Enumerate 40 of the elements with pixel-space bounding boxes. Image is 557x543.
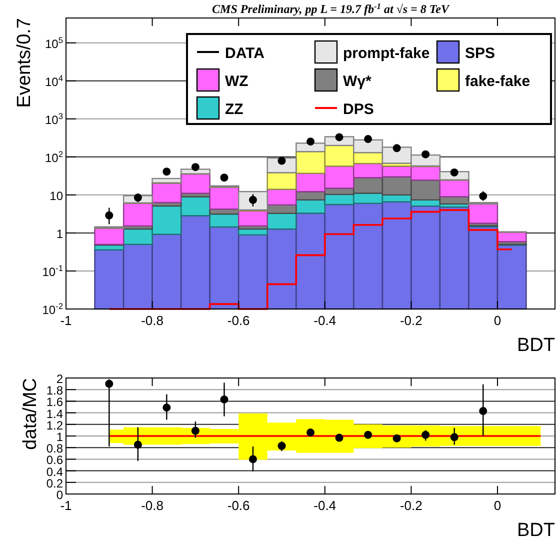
x-axis-title: BDT: [517, 335, 556, 356]
y-tick-label: 1.8: [46, 384, 64, 398]
y-tick-label: 1: [56, 226, 64, 241]
y-tick-label: 10$^{4}$: [44, 72, 64, 89]
x-tick-label: 0: [494, 313, 502, 328]
y-tick-label: 1.4: [46, 406, 64, 421]
legend-label: SPS: [465, 45, 496, 62]
x-tick-label: -0.4: [314, 313, 336, 328]
y-tick-label: 10$^{5}$: [44, 34, 64, 51]
y-tick-label: 10$^{-1}$: [42, 262, 64, 279]
x-tick-label: -0.8: [141, 498, 164, 513]
y-tick-label: 0.6: [46, 453, 64, 468]
chart-title: CMS Preliminary, pp L = 19.7 fb$^{-1}$ at √s = 8 TeV: [212, 2, 450, 16]
y-tick-label: 10$^{2}$: [44, 148, 64, 165]
x-tick-label: 0: [494, 498, 502, 513]
y-tick-label: 2: [56, 372, 64, 386]
y-tick-label: 0.2: [46, 476, 64, 490]
y-axis-title: Events/0.7: [14, 18, 35, 108]
legend-label: DPS: [343, 101, 374, 118]
y-tick-label: 0.4: [46, 464, 64, 479]
x-tick-label: -0.6: [227, 313, 250, 328]
y-tick-label: 1.2: [46, 418, 64, 432]
legend-label: prompt-fake: [343, 45, 430, 62]
x-tick-label: -0.8: [141, 313, 164, 328]
y-tick-label: 1.6: [46, 395, 64, 410]
legend-label: ZZ: [225, 101, 244, 118]
legend-label: Wγ*: [343, 73, 372, 90]
y-tick-label: 10$^{3}$: [44, 110, 64, 127]
y-tick-label: 1: [56, 430, 64, 444]
x-axis-title: BDT: [517, 520, 556, 541]
x-tick-label: -0.4: [314, 498, 336, 513]
y-tick-label: 0.8: [46, 442, 64, 456]
x-tick-label: -0.6: [227, 498, 250, 513]
legend-label: fake-fake: [465, 73, 530, 90]
x-tick-label: -0.2: [400, 313, 422, 328]
y-tick-label: 10: [50, 188, 64, 203]
y-axis-title: data/MC: [20, 378, 41, 450]
legend-label: DATA: [225, 45, 265, 62]
x-tick-label: -0.2: [400, 498, 422, 513]
legend-label: WZ: [225, 73, 248, 90]
